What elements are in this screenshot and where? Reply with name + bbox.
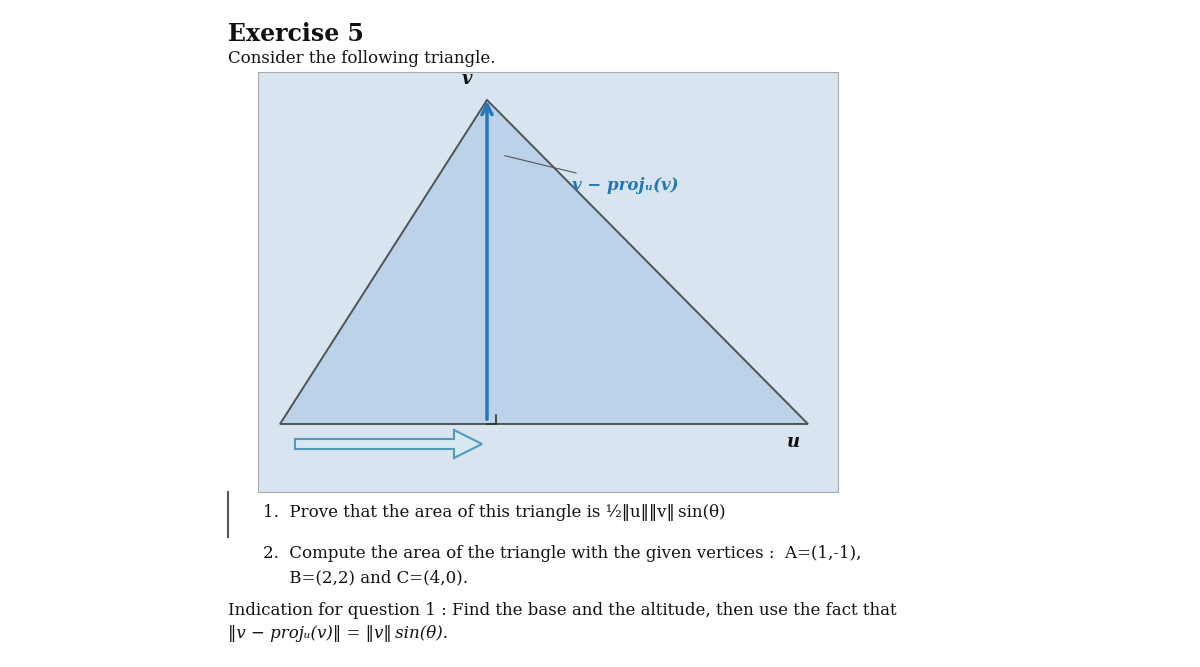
Text: 1.  Prove that the area of this triangle is ½‖u‖‖v‖ sin(θ): 1. Prove that the area of this triangle … bbox=[263, 504, 726, 521]
Text: v: v bbox=[462, 70, 473, 88]
FancyArrow shape bbox=[295, 430, 482, 458]
Text: Consider the following triangle.: Consider the following triangle. bbox=[228, 50, 496, 67]
Polygon shape bbox=[280, 100, 808, 424]
FancyBboxPatch shape bbox=[258, 72, 838, 492]
Text: B=(2,2) and C=(4,0).: B=(2,2) and C=(4,0). bbox=[263, 569, 468, 586]
Text: Indication for question 1 : Find the base and the altitude, then use the fact th: Indication for question 1 : Find the bas… bbox=[228, 602, 896, 619]
Text: 2.  Compute the area of the triangle with the given vertices :  A=(1,-1),: 2. Compute the area of the triangle with… bbox=[263, 545, 862, 562]
Text: Exercise 5: Exercise 5 bbox=[228, 22, 364, 46]
Text: u: u bbox=[786, 433, 799, 451]
Text: v − projᵤ(v): v − projᵤ(v) bbox=[505, 155, 678, 193]
Text: ‖v − projᵤ(v)‖ = ‖v‖ sin(θ).: ‖v − projᵤ(v)‖ = ‖v‖ sin(θ). bbox=[228, 625, 448, 642]
